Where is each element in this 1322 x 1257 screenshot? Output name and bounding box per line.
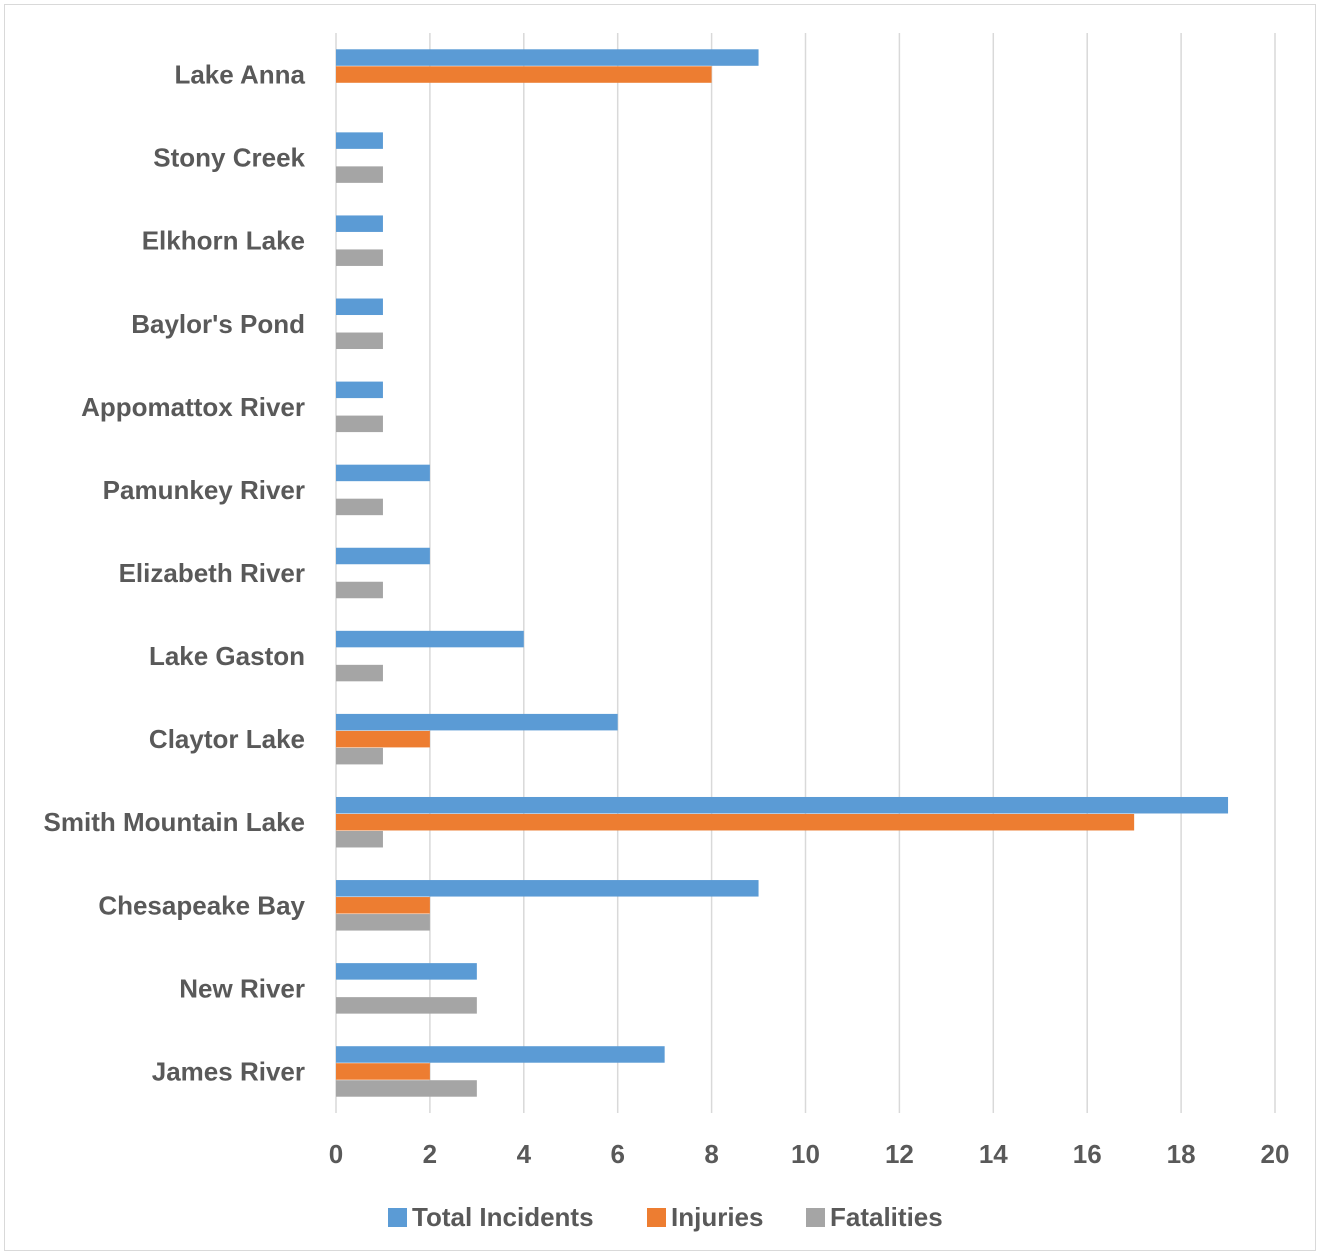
- legend-swatch-injuries: [647, 1208, 666, 1227]
- bar-total-incidents-chesapeake-bay: [336, 880, 759, 897]
- bar-total-incidents-james-river: [336, 1046, 665, 1063]
- category-label-lake-anna: Lake Anna: [174, 60, 305, 90]
- bar-total-incidents-smith-mountain-lake: [336, 796, 1229, 814]
- category-label-elizabeth-river: Elizabeth River: [119, 558, 305, 588]
- category-label-chesapeake-bay: Chesapeake Bay: [98, 890, 305, 920]
- category-label-appomattox-river: Appomattox River: [81, 392, 305, 422]
- x-tick-label-18: 18: [1167, 1139, 1196, 1169]
- bar-total-incidents-lake-gaston: [336, 630, 524, 648]
- bar-fatalities-elizabeth-river: [336, 581, 383, 599]
- category-label-stony-creek: Stony Creek: [153, 143, 305, 173]
- category-label-james-river: James River: [152, 1056, 305, 1086]
- bar-fatalities-chesapeake-bay: [336, 914, 430, 931]
- x-tick-label-2: 2: [423, 1139, 437, 1169]
- bar-total-incidents-pamunkey-river: [336, 464, 430, 482]
- legend-swatch-fatalities: [806, 1208, 825, 1227]
- chart-frame: [4, 4, 1316, 1251]
- category-label-pamunkey-river: Pamunkey River: [103, 475, 305, 505]
- legend-label-total-incidents: Total Incidents: [412, 1202, 594, 1232]
- bar-fatalities-smith-mountain-lake: [336, 830, 383, 848]
- bar-total-incidents-new-river: [336, 963, 477, 980]
- category-label-new-river: New River: [179, 973, 305, 1003]
- x-tick-label-20: 20: [1261, 1139, 1290, 1169]
- legend-swatch-total-incidents: [388, 1208, 407, 1227]
- x-axis-ticks: 0 2 4 6 8 10 12 14 16 18 20: [329, 1139, 1290, 1169]
- bar-injuries-james-river: [336, 1063, 430, 1080]
- bar-total-incidents-elkhorn-lake: [336, 215, 383, 232]
- bar-total-incidents-appomattox-river: [336, 381, 383, 399]
- x-tick-label-10: 10: [791, 1139, 820, 1169]
- legend-label-injuries: Injuries: [671, 1202, 763, 1232]
- bar-fatalities-appomattox-river: [336, 415, 383, 433]
- bar-injuries-smith-mountain-lake: [336, 813, 1135, 831]
- bar-fatalities-baylor-s-pond: [336, 332, 383, 350]
- bar-total-incidents-baylor-s-pond: [336, 298, 383, 316]
- x-tick-label-0: 0: [329, 1139, 343, 1169]
- bar-fatalities-james-river: [336, 1080, 477, 1097]
- legend: Total Incidents Injuries Fatalities: [388, 1202, 943, 1232]
- bar-fatalities-new-river: [336, 997, 477, 1014]
- category-label-elkhorn-lake: Elkhorn Lake: [142, 226, 305, 256]
- category-label-baylor-s-pond: Baylor's Pond: [131, 309, 305, 339]
- category-labels: Lake Anna Stony Creek Elkhorn Lake Baylor's…: [44, 60, 306, 1087]
- category-label-lake-gaston: Lake Gaston: [149, 641, 305, 671]
- x-tick-label-12: 12: [885, 1139, 914, 1169]
- x-tick-label-14: 14: [979, 1139, 1008, 1169]
- bar-injuries-claytor-lake: [336, 730, 430, 748]
- category-label-claytor-lake: Claytor Lake: [149, 724, 305, 754]
- x-tick-label-8: 8: [704, 1139, 718, 1169]
- category-label-smith-mountain-lake: Smith Mountain Lake: [44, 807, 305, 837]
- bars: [336, 49, 1229, 1097]
- bar-injuries-lake-anna: [336, 66, 712, 83]
- x-tick-label-6: 6: [610, 1139, 624, 1169]
- bar-fatalities-elkhorn-lake: [336, 249, 383, 266]
- gridlines: [335, 33, 1276, 1113]
- bar-fatalities-stony-creek: [336, 166, 383, 183]
- bar-total-incidents-claytor-lake: [336, 713, 618, 731]
- bar-fatalities-lake-gaston: [336, 664, 383, 682]
- bar-fatalities-claytor-lake: [336, 747, 383, 765]
- x-tick-label-16: 16: [1073, 1139, 1102, 1169]
- legend-label-fatalities: Fatalities: [830, 1202, 943, 1232]
- bar-total-incidents-lake-anna: [336, 49, 759, 66]
- bar-fatalities-pamunkey-river: [336, 498, 383, 516]
- bar-total-incidents-stony-creek: [336, 132, 383, 149]
- x-tick-label-4: 4: [517, 1139, 532, 1169]
- bar-injuries-chesapeake-bay: [336, 897, 430, 914]
- bar-total-incidents-elizabeth-river: [336, 547, 430, 565]
